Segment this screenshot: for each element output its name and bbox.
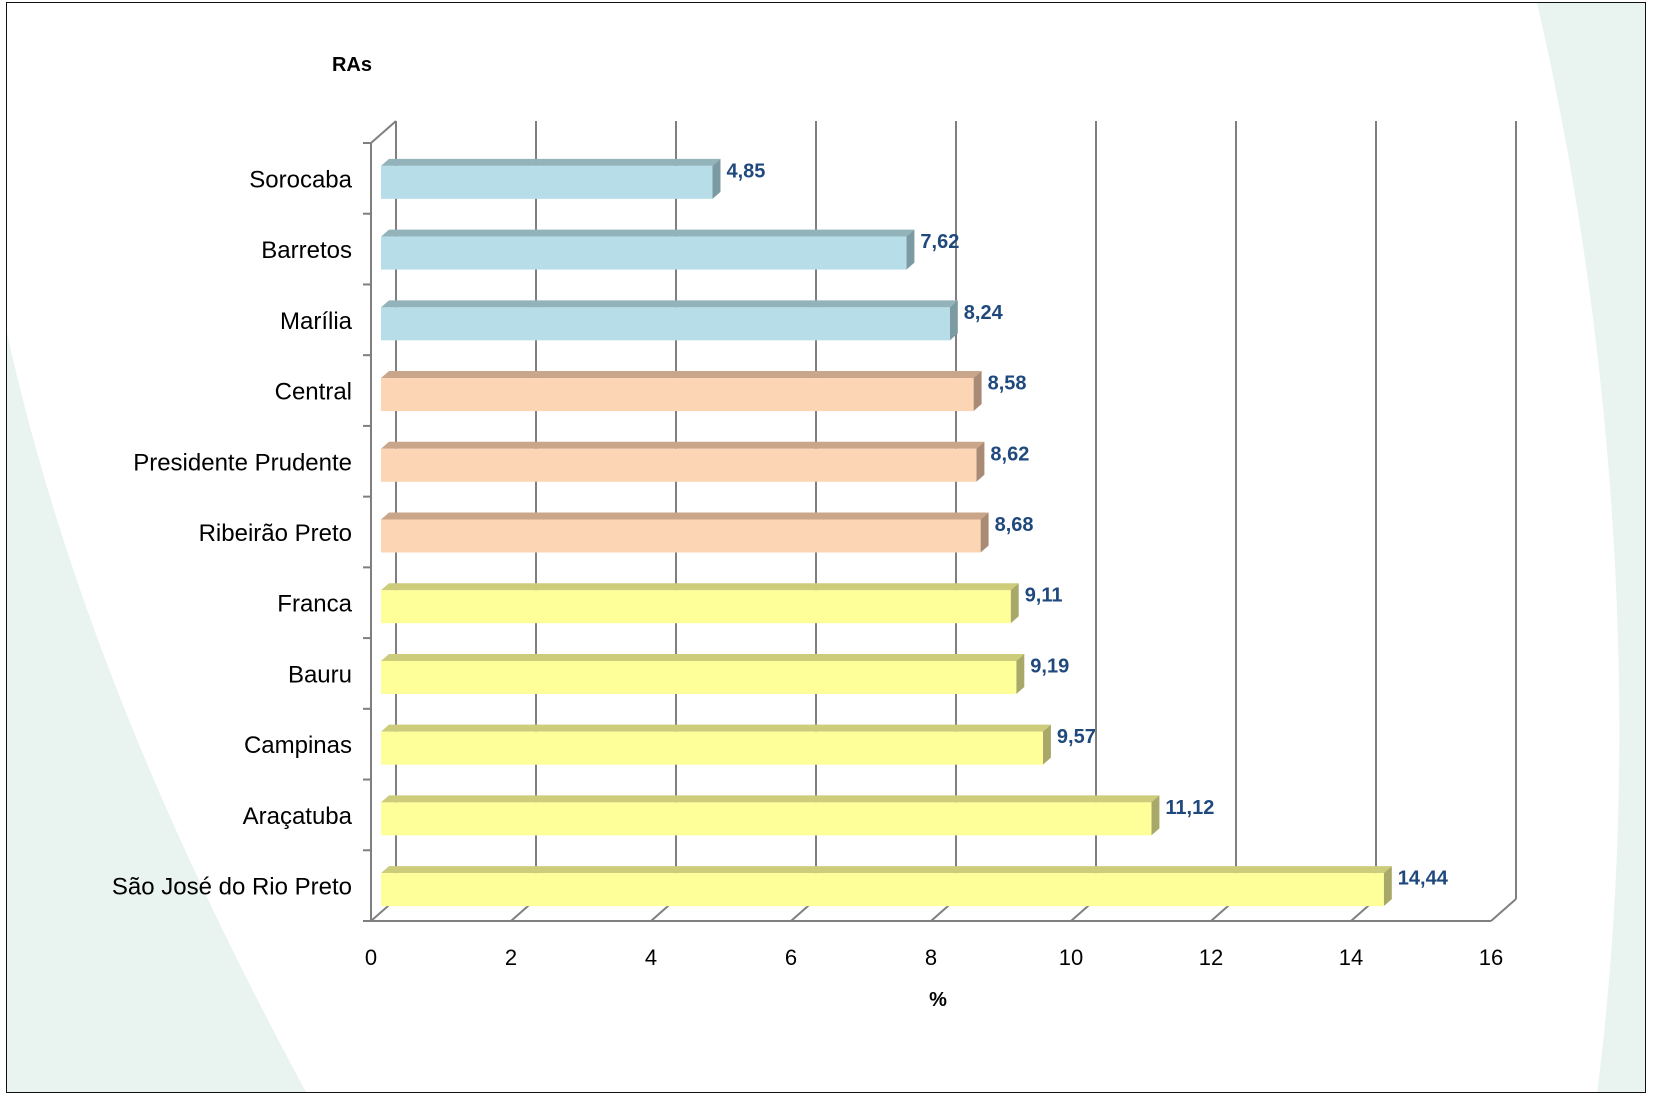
data-label: 8,58 <box>988 373 1027 395</box>
background-decoration <box>7 3 1645 1092</box>
bar-side-face <box>949 300 958 341</box>
data-label: 9,11 <box>1025 585 1063 607</box>
floor-gridline <box>1490 898 1517 922</box>
bar-top-face <box>381 441 985 449</box>
bar-top-face <box>381 229 915 237</box>
bar-top-face <box>381 300 958 308</box>
bar <box>381 660 1017 694</box>
chart-frame: 0 2 4 6 8 10 12 14 16 Sorocaba 4,85 Barretos 7,62 Mar… <box>6 2 1646 1093</box>
category-label: Presidente Prudente <box>133 449 352 476</box>
x-tick-label: 6 <box>785 945 797 970</box>
data-label: 8,24 <box>964 302 1004 324</box>
category-label: Campinas <box>244 732 352 759</box>
bar <box>381 731 1043 765</box>
data-label: 4,85 <box>727 160 766 182</box>
bar <box>381 802 1152 836</box>
data-label: 11,12 <box>1165 797 1214 819</box>
bar-chart: 0 2 4 6 8 10 12 14 16 Sorocaba 4,85 Barretos 7,62 Mar… <box>7 3 1645 1092</box>
bar-side-face <box>712 158 721 199</box>
x-axis-title: % <box>929 989 947 1011</box>
bar <box>381 873 1384 907</box>
bar-side-face <box>1016 653 1025 694</box>
data-label: 7,62 <box>920 231 959 253</box>
category-label: Barretos <box>261 237 352 264</box>
bar <box>381 590 1011 624</box>
category-label: São José do Rio Preto <box>112 874 352 901</box>
bar-side-face <box>1042 724 1051 765</box>
bar-top-face <box>381 583 1019 591</box>
category-label: Franca <box>277 591 352 618</box>
bar-side-face <box>906 229 915 270</box>
category-label: Marília <box>280 308 353 335</box>
bar-layer <box>381 158 1392 907</box>
bar-top-face <box>381 653 1025 661</box>
bar-side-face <box>1151 795 1160 836</box>
bar <box>381 165 713 199</box>
category-label: Sorocaba <box>249 166 352 193</box>
data-label: 14,44 <box>1398 868 1449 890</box>
data-label: 9,19 <box>1030 655 1069 677</box>
bar <box>381 519 981 553</box>
data-label: 8,62 <box>990 443 1029 465</box>
bar <box>381 307 950 341</box>
bar <box>381 378 974 412</box>
data-label: 8,68 <box>995 514 1034 536</box>
category-label: Bauru <box>288 661 352 688</box>
bar <box>381 448 977 482</box>
x-tick-label: 2 <box>505 945 517 970</box>
x-tick-label: 12 <box>1199 945 1223 970</box>
bar-side-face <box>973 371 982 412</box>
label-layer: 0 2 4 6 8 10 12 14 16 Sorocaba 4,85 Barretos 7,62 Mar… <box>112 160 1503 970</box>
bar-side-face <box>1383 866 1392 907</box>
x-tick-label: 4 <box>645 945 657 970</box>
bar <box>381 236 907 270</box>
bar-side-face <box>980 512 989 553</box>
category-label: Araçatuba <box>243 803 353 830</box>
x-tick-label: 14 <box>1339 945 1363 970</box>
x-tick-label: 8 <box>925 945 937 970</box>
x-tick-label: 16 <box>1479 945 1503 970</box>
x-tick-label: 0 <box>365 945 377 970</box>
category-label: Ribeirão Preto <box>199 520 352 547</box>
bar-side-face <box>1010 583 1019 624</box>
bar-top-face <box>381 724 1051 732</box>
category-label: Central <box>275 379 352 406</box>
bar-top-face <box>381 371 982 379</box>
bar-top-face <box>381 158 721 166</box>
bar-side-face <box>976 441 985 482</box>
data-label: 9,57 <box>1057 726 1096 748</box>
x-tick-label: 10 <box>1059 945 1083 970</box>
bar-top-face <box>381 795 1160 803</box>
y-axis-depth-line <box>370 120 397 144</box>
y-axis-title: RAs <box>332 54 372 76</box>
bar-top-face <box>381 512 989 520</box>
bar-top-face <box>381 866 1392 874</box>
axis-layer <box>363 120 1491 922</box>
